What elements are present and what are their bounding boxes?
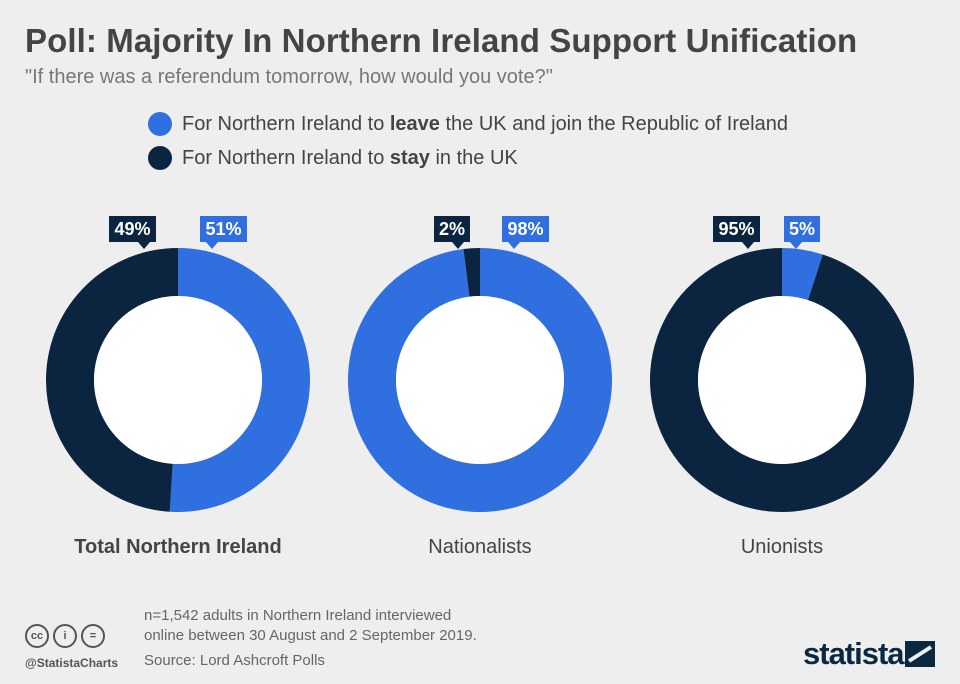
donut-0-label-leave: 51% xyxy=(200,216,247,249)
donut-1-label-stay: 2% xyxy=(434,216,470,249)
svg-text:49%: 49% xyxy=(114,219,150,239)
donut-2 xyxy=(650,248,914,513)
twitter-handle: @StatistaCharts xyxy=(25,656,119,670)
donut-2-label-stay: 95% xyxy=(713,216,760,249)
svg-text:2%: 2% xyxy=(439,219,465,239)
statista-logo-mark-icon xyxy=(905,641,935,667)
footnote-line-2: online between 30 August and 2 September… xyxy=(144,627,477,644)
legend-item-stay: For Northern Ireland to stay in the UK xyxy=(148,142,788,174)
legend-text-leave: For Northern Ireland to leave the UK and… xyxy=(182,112,788,135)
cc-icon: cc xyxy=(25,624,49,648)
donut-2-slice-leave xyxy=(782,248,823,301)
statista-logo: statista xyxy=(803,636,905,671)
donut-1-slice-stay xyxy=(463,248,480,297)
donut-2-slice-stay xyxy=(650,248,914,513)
donut-1-hole xyxy=(396,296,564,464)
legend: For Northern Ireland to leave the UK and… xyxy=(148,108,788,176)
footnote-line-1: n=1,542 adults in Northern Ireland inter… xyxy=(144,607,452,624)
donut-2-hole xyxy=(698,296,866,464)
legend-dot-stay xyxy=(148,146,172,170)
legend-text-stay: For Northern Ireland to stay in the UK xyxy=(182,146,518,169)
donut-1 xyxy=(347,248,612,512)
footnote: n=1,542 adults in Northern Ireland inter… xyxy=(144,606,477,646)
svg-text:95%: 95% xyxy=(718,219,754,239)
donut-charts: 51% 49% Total Northern Ireland 98% 2% Nationa… xyxy=(45,216,914,558)
chart-subtitle: "If there was a referendum tomorrow, how… xyxy=(25,66,553,88)
donut-2-category-label: Unionists xyxy=(741,536,823,558)
source: Source: Lord Ashcroft Polls xyxy=(144,652,325,669)
donut-0 xyxy=(45,248,310,512)
svg-text:51%: 51% xyxy=(205,219,241,239)
attribution-icon: i xyxy=(53,624,77,648)
donut-1-label-leave: 98% xyxy=(502,216,549,249)
donut-1-slice-leave xyxy=(347,248,612,512)
donut-0-slice-stay xyxy=(45,248,178,512)
chart-title: Poll: Majority In Northern Ireland Suppo… xyxy=(25,22,858,59)
donut-2-label-leave: 5% xyxy=(784,216,820,249)
legend-dot-leave xyxy=(148,112,172,136)
donut-0-category-label: Total Northern Ireland xyxy=(74,536,281,558)
license-icons: cc i = xyxy=(25,624,105,648)
svg-text:98%: 98% xyxy=(507,219,543,239)
donut-0-label-stay: 49% xyxy=(109,216,156,249)
no-derivatives-icon: = xyxy=(81,624,105,648)
donut-0-hole xyxy=(94,296,262,464)
legend-item-leave: For Northern Ireland to leave the UK and… xyxy=(148,108,788,140)
svg-text:5%: 5% xyxy=(789,219,815,239)
donut-1-category-label: Nationalists xyxy=(428,536,531,558)
donut-0-slice-leave xyxy=(169,248,310,512)
